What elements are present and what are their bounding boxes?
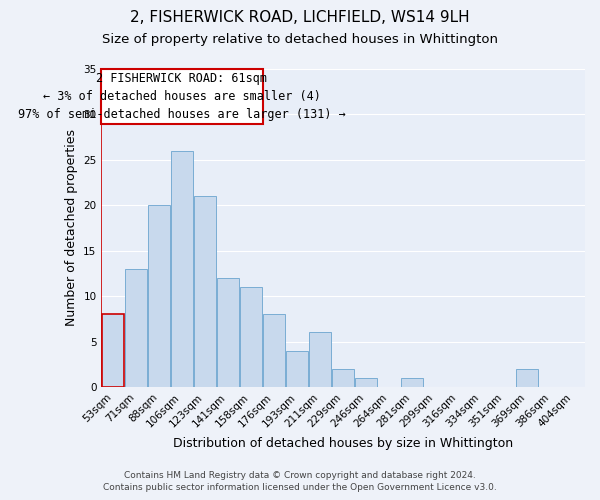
- Y-axis label: Number of detached properties: Number of detached properties: [65, 130, 78, 326]
- Bar: [240, 287, 262, 387]
- Text: 2, FISHERWICK ROAD, LICHFIELD, WS14 9LH: 2, FISHERWICK ROAD, LICHFIELD, WS14 9LH: [130, 10, 470, 25]
- Bar: [217, 278, 239, 387]
- Bar: [332, 369, 354, 387]
- Bar: [517, 369, 538, 387]
- X-axis label: Distribution of detached houses by size in Whittington: Distribution of detached houses by size …: [173, 437, 513, 450]
- Text: 2 FISHERWICK ROAD: 61sqm
← 3% of detached houses are smaller (4)
97% of semi-det: 2 FISHERWICK ROAD: 61sqm ← 3% of detache…: [18, 72, 346, 121]
- FancyBboxPatch shape: [101, 69, 263, 124]
- Bar: [263, 314, 285, 387]
- Bar: [148, 206, 170, 387]
- Bar: [286, 350, 308, 387]
- Text: Contains HM Land Registry data © Crown copyright and database right 2024.
Contai: Contains HM Land Registry data © Crown c…: [103, 471, 497, 492]
- Bar: [171, 151, 193, 387]
- Bar: [125, 269, 147, 387]
- Bar: [194, 196, 216, 387]
- Bar: [309, 332, 331, 387]
- Bar: [102, 314, 124, 387]
- Text: Size of property relative to detached houses in Whittington: Size of property relative to detached ho…: [102, 32, 498, 46]
- Bar: [401, 378, 423, 387]
- Bar: [355, 378, 377, 387]
